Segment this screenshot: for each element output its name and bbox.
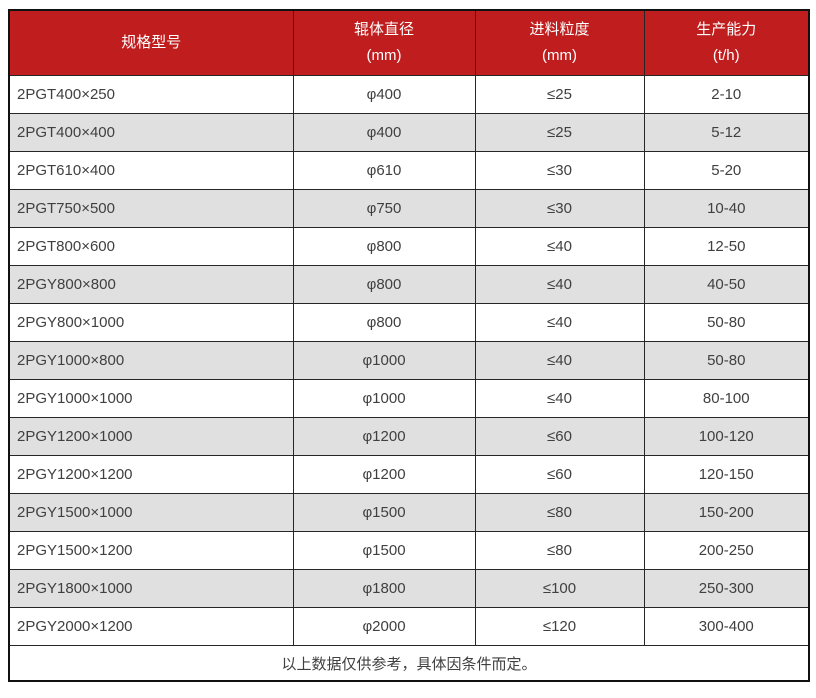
cell-roller-diameter: φ610 <box>292 151 476 190</box>
cell-model: 2PGY1500×1200 <box>8 531 294 570</box>
cell-feed-size: ≤25 <box>474 75 645 114</box>
cell-capacity: 150-200 <box>643 493 810 532</box>
cell-capacity: 50-80 <box>643 341 810 380</box>
cell-feed-size: ≤40 <box>474 379 645 418</box>
cell-model: 2PGY1200×1200 <box>8 455 294 494</box>
cell-model: 2PGY1000×800 <box>8 341 294 380</box>
cell-feed-size: ≤25 <box>474 113 645 152</box>
cell-capacity: 5-20 <box>643 151 810 190</box>
cell-capacity: 50-80 <box>643 303 810 342</box>
cell-roller-diameter: φ400 <box>292 75 476 114</box>
header-label: 规格型号 <box>121 34 182 51</box>
table-row: 2PGY1500×1200 φ1500 ≤80 200-250 <box>8 531 810 570</box>
cell-capacity: 200-250 <box>643 531 810 570</box>
cell-feed-size: ≤30 <box>474 151 645 190</box>
cell-roller-diameter: φ400 <box>292 113 476 152</box>
cell-roller-diameter: φ1500 <box>292 493 476 532</box>
header-row: 规格型号 辊体直径 (mm) 进料粒度 (mm) 生产能力 (t/h) <box>8 9 810 76</box>
table-row: 2PGT400×250 φ400 ≤25 2-10 <box>8 75 810 114</box>
table-row: 2PGY800×800 φ800 ≤40 40-50 <box>8 265 810 304</box>
footer-note: 以上数据仅供参考，具体因条件而定。 <box>8 645 810 682</box>
footer-row: 以上数据仅供参考，具体因条件而定。 <box>8 645 810 682</box>
table-row: 2PGY1000×800 φ1000 ≤40 50-80 <box>8 341 810 380</box>
cell-roller-diameter: φ800 <box>292 227 476 266</box>
cell-model: 2PGY800×1000 <box>8 303 294 342</box>
cell-roller-diameter: φ1200 <box>292 417 476 456</box>
cell-model: 2PGT610×400 <box>8 151 294 190</box>
cell-capacity: 300-400 <box>643 607 810 646</box>
table-row: 2PGY800×1000 φ800 ≤40 50-80 <box>8 303 810 342</box>
cell-feed-size: ≤40 <box>474 227 645 266</box>
cell-feed-size: ≤100 <box>474 569 645 608</box>
cell-capacity: 250-300 <box>643 569 810 608</box>
col-header-model: 规格型号 <box>8 9 294 76</box>
table-footer: 以上数据仅供参考，具体因条件而定。 <box>8 645 810 682</box>
table-body: 2PGT400×250 φ400 ≤25 2-10 2PGT400×400 φ400 ≤25… <box>8 75 810 646</box>
table-row: 2PGT750×500 φ750 ≤30 10-40 <box>8 189 810 228</box>
table-row: 2PGT610×400 φ610 ≤30 5-20 <box>8 151 810 190</box>
cell-model: 2PGT750×500 <box>8 189 294 228</box>
cell-model: 2PGT400×250 <box>8 75 294 114</box>
table-header: 规格型号 辊体直径 (mm) 进料粒度 (mm) 生产能力 (t/h) <box>8 9 810 76</box>
cell-roller-diameter: φ1200 <box>292 455 476 494</box>
spec-table: 规格型号 辊体直径 (mm) 进料粒度 (mm) 生产能力 (t/h) 2PGT… <box>8 9 810 682</box>
cell-model: 2PGY1800×1000 <box>8 569 294 608</box>
cell-model: 2PGY1000×1000 <box>8 379 294 418</box>
header-unit: (t/h) <box>712 47 740 64</box>
cell-roller-diameter: φ800 <box>292 303 476 342</box>
cell-feed-size: ≤60 <box>474 455 645 494</box>
table-row: 2PGY2000×1200 φ2000 ≤120 300-400 <box>8 607 810 646</box>
table-row: 2PGY1500×1000 φ1500 ≤80 150-200 <box>8 493 810 532</box>
cell-feed-size: ≤80 <box>474 531 645 570</box>
cell-model: 2PGY800×800 <box>8 265 294 304</box>
col-header-capacity: 生产能力 (t/h) <box>643 9 810 76</box>
cell-feed-size: ≤60 <box>474 417 645 456</box>
cell-capacity: 5-12 <box>643 113 810 152</box>
header-label: 辊体直径 <box>353 21 414 38</box>
cell-roller-diameter: φ750 <box>292 189 476 228</box>
cell-model: 2PGT800×600 <box>8 227 294 266</box>
cell-roller-diameter: φ1000 <box>292 341 476 380</box>
cell-feed-size: ≤40 <box>474 341 645 380</box>
cell-model: 2PGY1500×1000 <box>8 493 294 532</box>
cell-roller-diameter: φ2000 <box>292 607 476 646</box>
spec-table-container: 规格型号 辊体直径 (mm) 进料粒度 (mm) 生产能力 (t/h) 2PGT… <box>8 9 810 682</box>
col-header-feed-size: 进料粒度 (mm) <box>474 9 645 76</box>
header-unit: (mm) <box>542 47 577 64</box>
cell-capacity: 40-50 <box>643 265 810 304</box>
table-row: 2PGY1000×1000 φ1000 ≤40 80-100 <box>8 379 810 418</box>
table-row: 2PGT800×600 φ800 ≤40 12-50 <box>8 227 810 266</box>
cell-feed-size: ≤120 <box>474 607 645 646</box>
cell-capacity: 2-10 <box>643 75 810 114</box>
cell-capacity: 100-120 <box>643 417 810 456</box>
cell-feed-size: ≤30 <box>474 189 645 228</box>
cell-roller-diameter: φ1500 <box>292 531 476 570</box>
cell-roller-diameter: φ1800 <box>292 569 476 608</box>
cell-capacity: 120-150 <box>643 455 810 494</box>
cell-capacity: 80-100 <box>643 379 810 418</box>
cell-capacity: 10-40 <box>643 189 810 228</box>
header-label: 生产能力 <box>696 21 757 38</box>
cell-feed-size: ≤40 <box>474 265 645 304</box>
header-label: 进料粒度 <box>529 21 590 38</box>
col-header-roller-diameter: 辊体直径 (mm) <box>292 9 476 76</box>
cell-feed-size: ≤40 <box>474 303 645 342</box>
cell-roller-diameter: φ1000 <box>292 379 476 418</box>
table-row: 2PGY1800×1000 φ1800 ≤100 250-300 <box>8 569 810 608</box>
table-row: 2PGY1200×1200 φ1200 ≤60 120-150 <box>8 455 810 494</box>
cell-feed-size: ≤80 <box>474 493 645 532</box>
cell-model: 2PGY1200×1000 <box>8 417 294 456</box>
cell-model: 2PGY2000×1200 <box>8 607 294 646</box>
table-row: 2PGY1200×1000 φ1200 ≤60 100-120 <box>8 417 810 456</box>
cell-roller-diameter: φ800 <box>292 265 476 304</box>
table-row: 2PGT400×400 φ400 ≤25 5-12 <box>8 113 810 152</box>
cell-model: 2PGT400×400 <box>8 113 294 152</box>
header-unit: (mm) <box>366 47 402 64</box>
cell-capacity: 12-50 <box>643 227 810 266</box>
